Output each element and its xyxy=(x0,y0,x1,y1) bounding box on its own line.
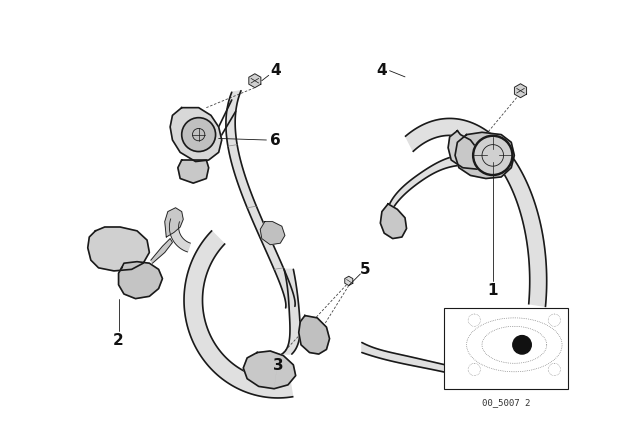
Bar xyxy=(444,308,568,389)
Text: 00_5007 2: 00_5007 2 xyxy=(482,398,530,407)
Polygon shape xyxy=(164,208,183,237)
Text: 5: 5 xyxy=(360,262,371,277)
Polygon shape xyxy=(151,238,172,263)
Polygon shape xyxy=(118,262,163,299)
Text: 2: 2 xyxy=(113,333,124,348)
Polygon shape xyxy=(515,84,527,98)
Polygon shape xyxy=(178,160,209,183)
Polygon shape xyxy=(226,90,295,308)
Polygon shape xyxy=(448,131,482,169)
Text: 6: 6 xyxy=(270,133,281,147)
Circle shape xyxy=(182,118,216,151)
Polygon shape xyxy=(184,231,292,398)
Polygon shape xyxy=(455,132,515,178)
Polygon shape xyxy=(170,219,190,252)
Polygon shape xyxy=(362,343,459,375)
Text: 4: 4 xyxy=(376,63,387,78)
Polygon shape xyxy=(299,315,330,354)
Polygon shape xyxy=(345,276,353,285)
Polygon shape xyxy=(406,118,547,306)
Polygon shape xyxy=(388,155,459,215)
Polygon shape xyxy=(447,343,488,375)
Polygon shape xyxy=(260,222,285,245)
Text: 4: 4 xyxy=(270,63,281,78)
Polygon shape xyxy=(88,227,149,271)
Polygon shape xyxy=(170,108,221,162)
Polygon shape xyxy=(380,204,406,238)
Polygon shape xyxy=(243,351,296,389)
Polygon shape xyxy=(282,269,300,354)
Polygon shape xyxy=(249,74,261,88)
Circle shape xyxy=(513,336,531,354)
Text: 3: 3 xyxy=(273,358,284,373)
Ellipse shape xyxy=(474,136,512,175)
Text: 1: 1 xyxy=(488,284,498,298)
Ellipse shape xyxy=(473,135,513,176)
